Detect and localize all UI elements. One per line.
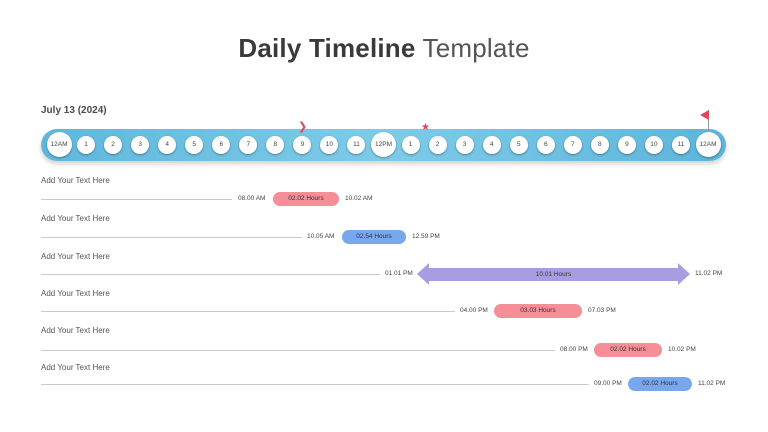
hour-marker: 1 bbox=[77, 136, 96, 154]
start-time: 04.00 PM bbox=[460, 307, 488, 314]
date-label: July 13 (2024) bbox=[41, 105, 107, 116]
hour-marker: 2 bbox=[104, 136, 123, 154]
duration-range-arrow: 10.01 Hours bbox=[417, 263, 690, 285]
hour-marker: 8 bbox=[590, 136, 609, 154]
hour-marker: 2 bbox=[428, 136, 447, 154]
hour-marker: 9 bbox=[617, 136, 636, 154]
duration-pill: 02.02 Hours bbox=[273, 192, 339, 206]
duration-label: 10.01 Hours bbox=[428, 268, 679, 281]
hour-marker: 12AM bbox=[46, 132, 72, 157]
hour-marker: 4 bbox=[158, 136, 177, 154]
row-label: Add Your Text Here bbox=[41, 176, 110, 185]
duration-pill: 02.02 Hours bbox=[594, 343, 662, 357]
hour-marker: 4 bbox=[482, 136, 501, 154]
hour-marker: 5 bbox=[185, 136, 204, 154]
page-title: Daily Timeline Template bbox=[0, 33, 768, 64]
hour-marker: 1 bbox=[401, 136, 420, 154]
end-time: 11.02 PM bbox=[695, 270, 723, 277]
start-time: 08.00 PM bbox=[560, 346, 588, 353]
chevron-right-icon: ❯ bbox=[298, 121, 308, 133]
hour-marker: 9 bbox=[293, 136, 312, 154]
row-label: Add Your Text Here bbox=[41, 252, 110, 261]
star-icon: ★ bbox=[421, 122, 430, 133]
start-time: 09.00 PM bbox=[594, 380, 622, 387]
hour-marker: 7 bbox=[239, 136, 258, 154]
duration-pill: 02.54 Hours bbox=[342, 230, 406, 244]
end-time: 07.03 PM bbox=[588, 307, 616, 314]
hour-scale-bar: 12AM 1 2 3 4 5 6 7 8 9 10 11 12PM 1 2 3 4 5 6 7 8 9 10 11 12AM bbox=[41, 129, 726, 161]
end-time: 12.59 PM bbox=[412, 233, 440, 240]
arrow-right-head bbox=[678, 263, 690, 285]
start-time: 08.00 AM bbox=[238, 195, 266, 202]
row-label: Add Your Text Here bbox=[41, 214, 110, 223]
hour-marker: 3 bbox=[455, 136, 474, 154]
hour-marker: 12AM bbox=[695, 132, 721, 157]
end-time: 10.02 AM bbox=[345, 195, 373, 202]
hour-marker: 12PM bbox=[371, 132, 396, 157]
row-line bbox=[41, 384, 589, 385]
duration-pill: 02.02 Hours bbox=[628, 377, 692, 391]
hour-marker: 10 bbox=[320, 136, 339, 154]
hour-marker: 11 bbox=[671, 136, 690, 154]
title-light: Template bbox=[422, 33, 530, 63]
flag-icon bbox=[700, 110, 709, 120]
hour-marker: 6 bbox=[212, 136, 231, 154]
row-line bbox=[41, 311, 455, 312]
end-time: 10.02 PM bbox=[668, 346, 696, 353]
row-line bbox=[41, 199, 232, 200]
title-bold: Daily Timeline bbox=[238, 33, 416, 63]
row-line bbox=[41, 350, 555, 351]
flag-pole bbox=[708, 110, 709, 132]
hour-marker: 3 bbox=[131, 136, 150, 154]
row-label: Add Your Text Here bbox=[41, 289, 110, 298]
hour-marker: 7 bbox=[563, 136, 582, 154]
hour-marker: 11 bbox=[347, 136, 366, 154]
duration-pill: 03.03 Hours bbox=[494, 304, 582, 318]
end-time: 11.02 PM bbox=[698, 380, 726, 387]
row-label: Add Your Text Here bbox=[41, 326, 110, 335]
row-line bbox=[41, 274, 380, 275]
hour-marker: 5 bbox=[509, 136, 528, 154]
start-time: 01.01 PM bbox=[385, 270, 413, 277]
hour-marker: 10 bbox=[644, 136, 663, 154]
hour-marker: 8 bbox=[266, 136, 285, 154]
row-label: Add Your Text Here bbox=[41, 363, 110, 372]
arrow-left-head bbox=[417, 263, 429, 285]
row-line bbox=[41, 237, 302, 238]
hour-marker: 6 bbox=[536, 136, 555, 154]
start-time: 10.05 AM bbox=[307, 233, 335, 240]
